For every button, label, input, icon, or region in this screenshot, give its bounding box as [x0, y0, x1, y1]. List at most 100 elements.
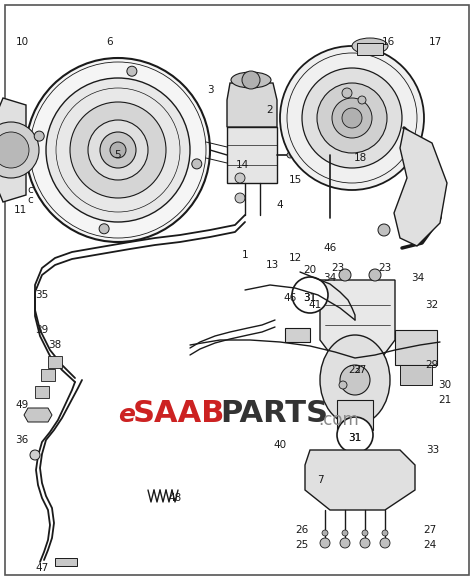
Text: 34: 34: [411, 273, 425, 283]
Text: 23: 23: [378, 263, 392, 273]
Circle shape: [70, 102, 166, 198]
Circle shape: [235, 193, 245, 203]
Circle shape: [320, 538, 330, 548]
Text: 31: 31: [348, 433, 362, 443]
Text: 18: 18: [354, 153, 366, 163]
Circle shape: [287, 152, 293, 158]
Text: 27: 27: [423, 525, 437, 535]
Text: 17: 17: [428, 37, 442, 47]
Circle shape: [340, 365, 370, 395]
Circle shape: [127, 66, 137, 76]
Polygon shape: [305, 450, 415, 510]
Bar: [395, 330, 437, 365]
Text: 22: 22: [348, 365, 362, 375]
Circle shape: [30, 450, 40, 460]
Circle shape: [280, 46, 424, 190]
Circle shape: [322, 530, 328, 536]
Polygon shape: [24, 408, 52, 422]
Ellipse shape: [231, 72, 271, 88]
Text: 7: 7: [317, 475, 323, 485]
Circle shape: [342, 108, 362, 128]
Circle shape: [110, 142, 126, 158]
Text: c: c: [27, 195, 33, 205]
Polygon shape: [394, 128, 447, 246]
Circle shape: [292, 277, 328, 313]
Bar: [285, 328, 310, 342]
Text: 36: 36: [15, 435, 28, 445]
Circle shape: [100, 132, 136, 168]
Circle shape: [88, 120, 148, 180]
Text: 37: 37: [354, 365, 366, 375]
Text: 3: 3: [207, 85, 213, 95]
Text: 25: 25: [295, 540, 309, 550]
Circle shape: [302, 68, 402, 168]
Circle shape: [358, 96, 366, 104]
Bar: [41, 369, 55, 381]
Bar: [337, 400, 373, 430]
Circle shape: [342, 530, 348, 536]
Text: 20: 20: [303, 265, 317, 275]
Circle shape: [362, 530, 368, 536]
Circle shape: [0, 132, 29, 168]
Circle shape: [307, 152, 313, 158]
Text: 13: 13: [265, 260, 279, 270]
Text: 4: 4: [277, 200, 283, 210]
Text: SAAB: SAAB: [133, 398, 225, 427]
Text: 46: 46: [283, 293, 297, 303]
Text: 2: 2: [267, 105, 273, 115]
Circle shape: [360, 538, 370, 548]
Text: 10: 10: [16, 37, 28, 47]
Bar: [400, 365, 432, 385]
Polygon shape: [227, 83, 277, 127]
Text: 1: 1: [242, 250, 248, 260]
Bar: [357, 43, 383, 55]
Circle shape: [242, 71, 260, 89]
Text: 32: 32: [425, 300, 438, 310]
Circle shape: [46, 78, 190, 222]
Text: 41: 41: [309, 300, 322, 310]
Text: 21: 21: [438, 395, 452, 405]
Text: 34: 34: [323, 273, 337, 283]
Text: 23: 23: [331, 263, 345, 273]
Polygon shape: [320, 280, 395, 360]
Text: .com: .com: [318, 411, 359, 429]
Circle shape: [380, 538, 390, 548]
Circle shape: [337, 417, 373, 453]
Text: 49: 49: [15, 400, 28, 410]
Text: 5: 5: [115, 150, 121, 160]
Text: 31: 31: [303, 293, 317, 303]
Circle shape: [340, 538, 350, 548]
Circle shape: [369, 269, 381, 281]
Circle shape: [339, 269, 351, 281]
Circle shape: [34, 131, 44, 141]
Text: 16: 16: [382, 37, 395, 47]
Circle shape: [317, 83, 387, 153]
Circle shape: [99, 224, 109, 234]
Circle shape: [339, 381, 347, 389]
Text: 38: 38: [48, 340, 62, 350]
Text: 46: 46: [323, 243, 337, 253]
Text: 24: 24: [423, 540, 437, 550]
Text: 30: 30: [438, 380, 452, 390]
Text: 35: 35: [36, 290, 49, 300]
Text: 14: 14: [236, 160, 249, 170]
Circle shape: [382, 530, 388, 536]
Text: 48: 48: [168, 493, 182, 503]
Circle shape: [235, 173, 245, 183]
Text: 47: 47: [36, 563, 49, 573]
Text: c: c: [27, 185, 33, 195]
Text: 31: 31: [303, 293, 317, 303]
Circle shape: [0, 122, 39, 178]
Circle shape: [332, 98, 372, 138]
Circle shape: [378, 224, 390, 236]
Text: e: e: [118, 403, 135, 427]
Bar: [48, 356, 62, 368]
Circle shape: [26, 58, 210, 242]
Circle shape: [192, 159, 202, 169]
Ellipse shape: [352, 38, 388, 54]
Bar: [55, 558, 77, 566]
Polygon shape: [0, 98, 26, 202]
Polygon shape: [227, 127, 277, 183]
Text: 26: 26: [295, 525, 309, 535]
Text: 6: 6: [107, 37, 113, 47]
